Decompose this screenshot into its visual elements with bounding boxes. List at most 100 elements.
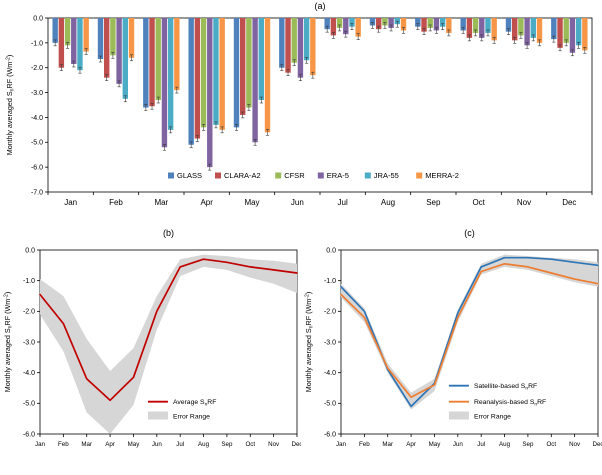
svg-text:Jun: Jun: [152, 441, 163, 448]
svg-text:-2.0: -2.0: [324, 309, 336, 316]
svg-text:GLASS: GLASS: [177, 171, 202, 180]
svg-text:Nov: Nov: [517, 198, 531, 207]
svg-text:Mar: Mar: [81, 441, 92, 448]
bars-CLARA-A2: [58, 18, 563, 139]
bars-CFSR: [64, 18, 569, 128]
svg-text:Dec: Dec: [562, 198, 576, 207]
svg-text:-3.0: -3.0: [324, 339, 336, 346]
svg-text:-1.0: -1.0: [324, 278, 336, 285]
svg-text:JRA-55: JRA-55: [374, 171, 399, 180]
svg-text:Sep: Sep: [221, 441, 233, 448]
svg-text:Dec: Dec: [291, 441, 301, 448]
svg-text:Average SnRF: Average SnRF: [173, 399, 216, 408]
svg-text:0.0: 0.0: [326, 247, 336, 254]
svg-text:Dec: Dec: [592, 441, 602, 448]
y-axis-label: Monthly averaged SnRF (Wm-2): [5, 55, 16, 156]
svg-text:-1.0: -1.0: [31, 40, 43, 47]
series-line: [340, 256, 599, 408]
svg-text:-5.0: -5.0: [23, 401, 35, 408]
y-axis-label: Monthly averaged SnRF (Wm-2): [3, 292, 14, 393]
svg-text:CFSR: CFSR: [284, 171, 305, 180]
svg-text:Sep: Sep: [426, 198, 441, 207]
svg-text:-6.0: -6.0: [31, 165, 43, 172]
svg-text:0.0: 0.0: [25, 247, 35, 254]
svg-text:-6.0: -6.0: [23, 431, 35, 438]
legend: GLASS CLARA-A2 CFSR ERA-5 JRA-55 MERRA-2: [168, 171, 459, 180]
panel-b-title: (b): [163, 228, 174, 238]
svg-text:CLARA-A2: CLARA-A2: [224, 171, 261, 180]
series-line: [340, 262, 599, 399]
svg-text:Oct: Oct: [245, 441, 255, 448]
bars: [52, 18, 588, 168]
svg-text:Mar: Mar: [382, 441, 393, 448]
svg-text:Sep: Sep: [522, 441, 534, 448]
svg-text:-2.0: -2.0: [23, 309, 35, 316]
svg-text:-4.0: -4.0: [23, 370, 35, 377]
error-bars: [53, 20, 587, 171]
svg-text:-3.0: -3.0: [31, 90, 43, 97]
svg-text:Jan: Jan: [35, 441, 46, 448]
y-axis: 0.0 -1.0 -2.0 -3.0 -4.0 -5.0 -6.0 -7.0: [31, 15, 48, 196]
svg-text:Jul: Jul: [176, 441, 184, 448]
bar-chart-a: 0.0 -1.0 -2.0 -3.0 -4.0 -5.0 -6.0 -7.0 Monthly a…: [5, 15, 593, 207]
svg-text:Nov: Nov: [268, 441, 280, 448]
svg-text:Jul: Jul: [338, 198, 348, 207]
bars-GLASS: [52, 18, 557, 145]
svg-text:Apr: Apr: [406, 441, 416, 448]
svg-text:Nov: Nov: [569, 441, 581, 448]
svg-text:-3.0: -3.0: [23, 339, 35, 346]
svg-text:Oct: Oct: [546, 441, 556, 448]
svg-text:Mar: Mar: [154, 198, 168, 207]
svg-text:Jan: Jan: [64, 198, 77, 207]
svg-text:Error Range: Error Range: [173, 414, 210, 421]
x-axis: Jan Feb Mar Apr May Jun Jul Aug Sep Oct Nov Dec: [336, 434, 602, 448]
svg-text:-2.0: -2.0: [31, 65, 43, 72]
error-band: [40, 254, 297, 434]
svg-text:-4.0: -4.0: [324, 370, 336, 377]
svg-text:Jun: Jun: [291, 198, 304, 207]
svg-text:Feb: Feb: [359, 441, 370, 448]
svg-text:Aug: Aug: [198, 441, 210, 448]
legend: Average SnRF Error Range: [147, 399, 216, 421]
svg-text:Error Range: Error Range: [474, 414, 511, 421]
svg-text:ERA-5: ERA-5: [327, 171, 349, 180]
bars-MERRA-2: [83, 18, 588, 133]
svg-text:May: May: [128, 441, 141, 448]
svg-text:Feb: Feb: [58, 441, 69, 448]
svg-text:-1.0: -1.0: [23, 278, 35, 285]
y-axis: 0.0 -1.0 -2.0 -3.0 -4.0 -5.0 -6.0: [23, 247, 40, 438]
svg-text:Jul: Jul: [477, 441, 485, 448]
x-axis: Jan Feb Mar Apr May Jun Jul Aug Sep Oct Nov Dec: [35, 434, 301, 448]
svg-text:-4.0: -4.0: [31, 115, 43, 122]
svg-text:Satellite-based SnRF: Satellite-based SnRF: [474, 383, 537, 392]
series-line: [39, 258, 298, 402]
panel-c-title: (c): [464, 228, 475, 238]
svg-text:Jun: Jun: [453, 441, 464, 448]
x-axis: Jan Feb Mar Apr May Jun Jul Aug Sep Oct Nov Dec: [47, 192, 593, 207]
line-chart-b: 0.0 -1.0 -2.0 -3.0 -4.0 -5.0 -6.0 Monthly avera…: [3, 247, 301, 448]
line-chart-c: 0.0 -1.0 -2.0 -3.0 -4.0 -5.0 -6.0 Monthly avera…: [304, 247, 602, 448]
svg-text:-5.0: -5.0: [324, 401, 336, 408]
svg-text:May: May: [429, 441, 442, 448]
bars-ERA-5: [71, 18, 576, 168]
svg-text:-6.0: -6.0: [324, 431, 336, 438]
svg-text:Oct: Oct: [472, 198, 485, 207]
svg-text:Apr: Apr: [200, 198, 213, 207]
y-axis: 0.0 -1.0 -2.0 -3.0 -4.0 -5.0 -6.0: [324, 247, 341, 438]
svg-text:Apr: Apr: [105, 441, 115, 448]
panel-a-title: (a): [314, 1, 326, 11]
svg-text:Aug: Aug: [381, 198, 395, 207]
svg-text:MERRA-2: MERRA-2: [425, 171, 459, 180]
legend: Satellite-based SnRF Reanalysis-based SnR…: [448, 383, 546, 421]
svg-text:Reanalysis-based SnRF: Reanalysis-based SnRF: [474, 399, 546, 408]
svg-text:0.0: 0.0: [33, 15, 43, 22]
y-axis-label: Monthly averaged SnRF (Wm-2): [304, 292, 315, 393]
error-band: [341, 254, 598, 410]
svg-text:May: May: [244, 198, 259, 207]
svg-text:-7.0: -7.0: [31, 189, 43, 196]
svg-text:-5.0: -5.0: [31, 140, 43, 147]
svg-text:Jan: Jan: [336, 441, 347, 448]
svg-text:Feb: Feb: [109, 198, 123, 207]
svg-text:Aug: Aug: [499, 441, 511, 448]
